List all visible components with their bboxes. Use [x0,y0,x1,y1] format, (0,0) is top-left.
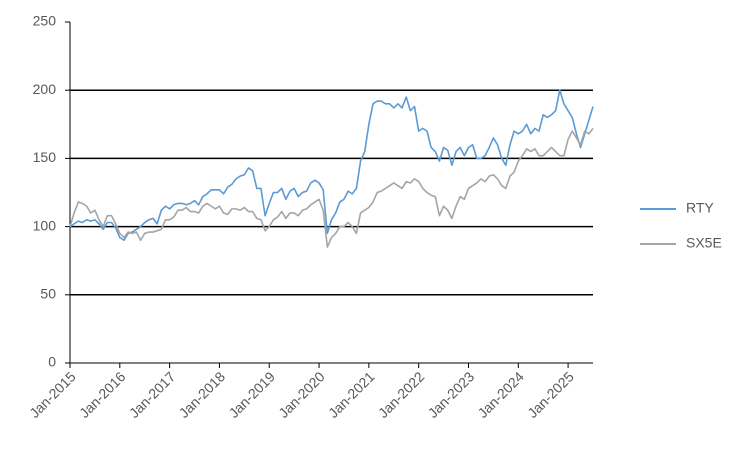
x-tick-label: Jan-2023 [425,368,478,421]
x-tick-label: Jan-2019 [225,368,278,421]
legend-label: RTY [686,200,714,216]
x-tick-label: Jan-2015 [26,368,79,421]
y-tick-label: 50 [40,286,56,302]
line-series [69,127,594,248]
x-tick-label: Jan-2018 [176,368,229,421]
x-tick-label: Jan-2020 [275,368,328,421]
y-tick-label: 100 [33,217,57,233]
x-tick-label: Jan-2024 [474,368,527,421]
y-tick-label: 0 [48,354,56,370]
y-tick-label: 200 [33,81,57,97]
x-tick-label: Jan-2017 [126,368,179,421]
x-tick-label: Jan-2025 [524,368,577,421]
legend-label: SX5E [686,235,722,251]
line-series [69,89,594,242]
y-tick-label: 250 [33,13,57,29]
x-tick-label: Jan-2022 [375,368,428,421]
x-tick-label: Jan-2021 [325,368,378,421]
x-tick-label: Jan-2016 [76,368,129,421]
y-tick-label: 150 [33,149,57,165]
